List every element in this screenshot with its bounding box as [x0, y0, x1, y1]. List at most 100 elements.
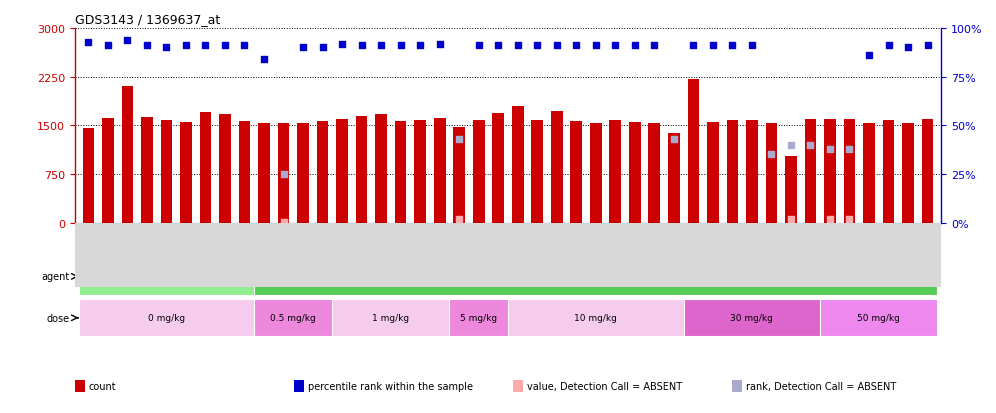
- Point: [100, 43, 116, 50]
- Bar: [508, 299, 683, 337]
- Point: [529, 43, 545, 50]
- Bar: [79, 299, 254, 337]
- Bar: [824, 120, 836, 223]
- Point: [626, 43, 642, 50]
- Bar: [683, 299, 821, 337]
- Bar: [278, 123, 290, 223]
- Bar: [375, 115, 387, 223]
- Bar: [766, 124, 777, 223]
- Bar: [726, 121, 738, 223]
- Bar: [628, 123, 640, 223]
- Bar: [83, 128, 95, 223]
- Point: [919, 43, 935, 50]
- Bar: [79, 258, 254, 295]
- Text: 0 mg/kg: 0 mg/kg: [147, 313, 185, 323]
- Point: [510, 43, 526, 50]
- Bar: [590, 123, 602, 223]
- Point: [764, 152, 780, 159]
- Bar: [254, 299, 333, 337]
- Point: [392, 43, 408, 50]
- Point: [822, 216, 838, 223]
- Bar: [551, 112, 563, 223]
- Bar: [297, 124, 309, 223]
- Point: [295, 45, 311, 52]
- Point: [451, 136, 467, 143]
- Bar: [254, 258, 937, 295]
- Bar: [821, 299, 937, 337]
- Text: 30 mg/kg: 30 mg/kg: [730, 313, 773, 323]
- Point: [451, 216, 467, 223]
- Bar: [571, 121, 582, 223]
- Point: [334, 41, 350, 48]
- Point: [666, 136, 682, 143]
- Point: [783, 216, 799, 223]
- Point: [880, 43, 896, 50]
- Bar: [414, 121, 426, 223]
- Bar: [668, 134, 679, 223]
- Bar: [122, 87, 133, 223]
- Point: [822, 146, 838, 152]
- Bar: [864, 123, 874, 223]
- Point: [803, 142, 819, 149]
- Text: control: control: [149, 272, 183, 282]
- Point: [608, 43, 623, 50]
- Point: [842, 146, 858, 152]
- Point: [197, 43, 213, 50]
- Bar: [746, 121, 758, 223]
- Point: [276, 171, 292, 178]
- Point: [236, 43, 252, 50]
- Text: GDS3143 / 1369637_at: GDS3143 / 1369637_at: [75, 13, 220, 26]
- Point: [744, 43, 760, 50]
- Bar: [882, 121, 894, 223]
- Text: dose: dose: [47, 313, 70, 323]
- Point: [120, 37, 135, 44]
- Bar: [707, 123, 719, 223]
- Bar: [921, 119, 933, 223]
- Bar: [317, 121, 329, 223]
- Bar: [434, 119, 445, 223]
- Text: value, Detection Call = ABSENT: value, Detection Call = ABSENT: [527, 381, 682, 391]
- Point: [569, 43, 585, 50]
- Text: agent: agent: [42, 272, 70, 282]
- Bar: [449, 299, 508, 337]
- Bar: [394, 121, 406, 223]
- Bar: [333, 299, 449, 337]
- Point: [354, 43, 370, 50]
- Point: [256, 57, 272, 63]
- Point: [861, 53, 876, 59]
- Bar: [160, 121, 172, 223]
- Bar: [785, 157, 797, 223]
- Point: [471, 43, 487, 50]
- Text: 5 mg/kg: 5 mg/kg: [460, 313, 497, 323]
- Text: chlorpyrifos: chlorpyrifos: [567, 272, 624, 282]
- Point: [724, 43, 740, 50]
- Bar: [687, 80, 699, 223]
- Text: count: count: [89, 381, 117, 391]
- Text: 1 mg/kg: 1 mg/kg: [373, 313, 409, 323]
- Point: [431, 41, 447, 48]
- Bar: [258, 123, 270, 223]
- Bar: [102, 119, 114, 223]
- Bar: [844, 119, 856, 223]
- Point: [138, 43, 154, 50]
- Text: 50 mg/kg: 50 mg/kg: [858, 313, 900, 323]
- Point: [705, 43, 721, 50]
- Point: [374, 43, 389, 50]
- Bar: [902, 123, 914, 223]
- Point: [276, 219, 292, 226]
- Bar: [337, 120, 348, 223]
- Bar: [473, 121, 484, 223]
- Bar: [453, 127, 465, 223]
- Bar: [648, 123, 660, 223]
- Point: [900, 45, 916, 52]
- Bar: [356, 117, 368, 223]
- Text: 0.5 mg/kg: 0.5 mg/kg: [270, 313, 316, 323]
- Point: [158, 45, 174, 52]
- Bar: [532, 121, 543, 223]
- Point: [315, 45, 331, 52]
- Text: percentile rank within the sample: percentile rank within the sample: [308, 381, 473, 391]
- Bar: [492, 114, 504, 223]
- Point: [588, 43, 604, 50]
- Point: [549, 43, 565, 50]
- Text: 10 mg/kg: 10 mg/kg: [575, 313, 618, 323]
